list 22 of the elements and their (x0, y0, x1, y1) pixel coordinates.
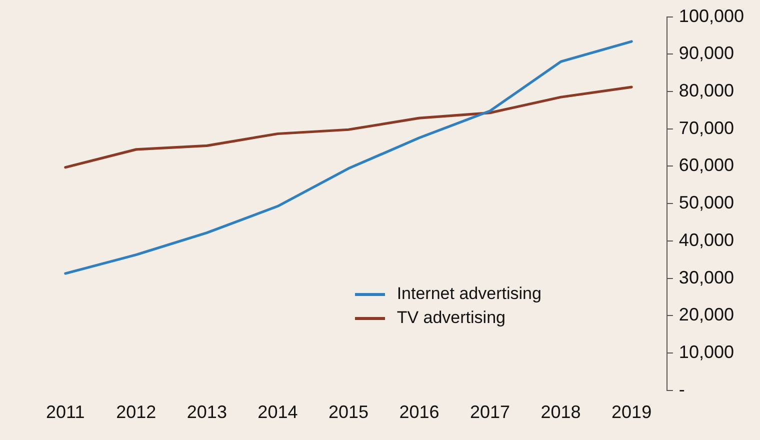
y-tick-label: 90,000 (678, 43, 734, 64)
y-tick-label: 100,000 (678, 6, 744, 26)
x-tick-label: 2018 (540, 402, 581, 422)
legend-label: Internet advertising (396, 284, 542, 304)
x-tick-label: 2012 (116, 402, 156, 422)
y-tick-label: 80,000 (678, 80, 734, 100)
y-tick-label: 10,000 (678, 342, 734, 362)
x-tick-label: 2014 (258, 402, 298, 422)
x-tick-label: 2015 (328, 402, 368, 422)
x-tick-label: 2013 (186, 402, 227, 422)
x-tick-label: 2017 (470, 402, 510, 422)
legend-label: TV advertising (396, 308, 506, 328)
x-tick-label: 2019 (612, 402, 652, 422)
x-tick-label: 2011 (46, 402, 85, 422)
y-tick-label: 40,000 (678, 230, 734, 250)
y-tick-label: 70,000 (678, 118, 734, 138)
y-tick-label: 30,000 (678, 267, 734, 288)
y-tick-label: 60,000 (678, 155, 734, 176)
y-tick-label: 20,000 (678, 304, 734, 325)
y-tick-label: 50,000 (678, 192, 734, 213)
x-tick-label: 2016 (399, 402, 440, 422)
y-tick-label: - (678, 379, 685, 400)
